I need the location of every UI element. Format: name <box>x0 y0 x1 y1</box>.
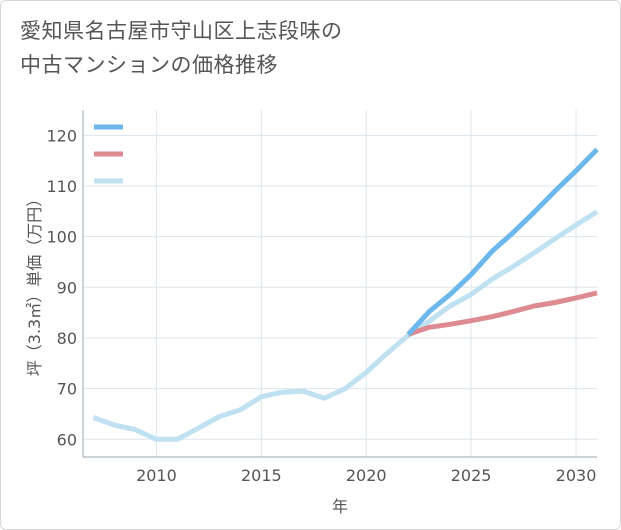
series-line-good <box>406 147 599 337</box>
chart-title: 愛知県名古屋市守山区上志段味の 中古マンションの価格推移 <box>20 14 343 82</box>
legend-label-normal: ノーマルシナリオ <box>129 174 225 188</box>
y-tick-label: 80 <box>57 329 77 348</box>
y-tick-label: 90 <box>57 278 77 297</box>
y-tick-label: 70 <box>57 380 77 399</box>
y-tick-label: 100 <box>46 228 77 247</box>
x-axis-title: 年 <box>332 497 348 516</box>
legend-label-bad: バッドシナリオ <box>129 147 213 161</box>
y-tick-label: 110 <box>46 177 77 196</box>
axes <box>82 110 597 458</box>
legend-label-good: グッドシナリオ <box>129 120 213 134</box>
series-lines <box>92 147 599 442</box>
tick-labels: 60 70 80 90 100 110 120 2010 2015 2020 2025 2030 <box>46 126 596 485</box>
series-line-normal <box>92 209 599 442</box>
y-tick-label: 120 <box>46 126 77 145</box>
x-tick-label: 2015 <box>241 466 282 485</box>
chart-title-line-2: 中古マンションの価格推移 <box>20 53 278 77</box>
x-tick-label: 2010 <box>136 466 177 485</box>
y-axis-title: 坪（3.3㎡）単価（万円） <box>25 191 44 376</box>
y-tick-label: 60 <box>57 430 77 449</box>
series-line-bad <box>407 290 598 337</box>
x-tick-label: 2020 <box>346 466 387 485</box>
chart-title-line-1: 愛知県名古屋市守山区上志段味の <box>20 19 343 43</box>
x-tick-label: 2025 <box>451 466 492 485</box>
grid-lines <box>83 110 597 457</box>
x-tick-label: 2030 <box>556 466 597 485</box>
